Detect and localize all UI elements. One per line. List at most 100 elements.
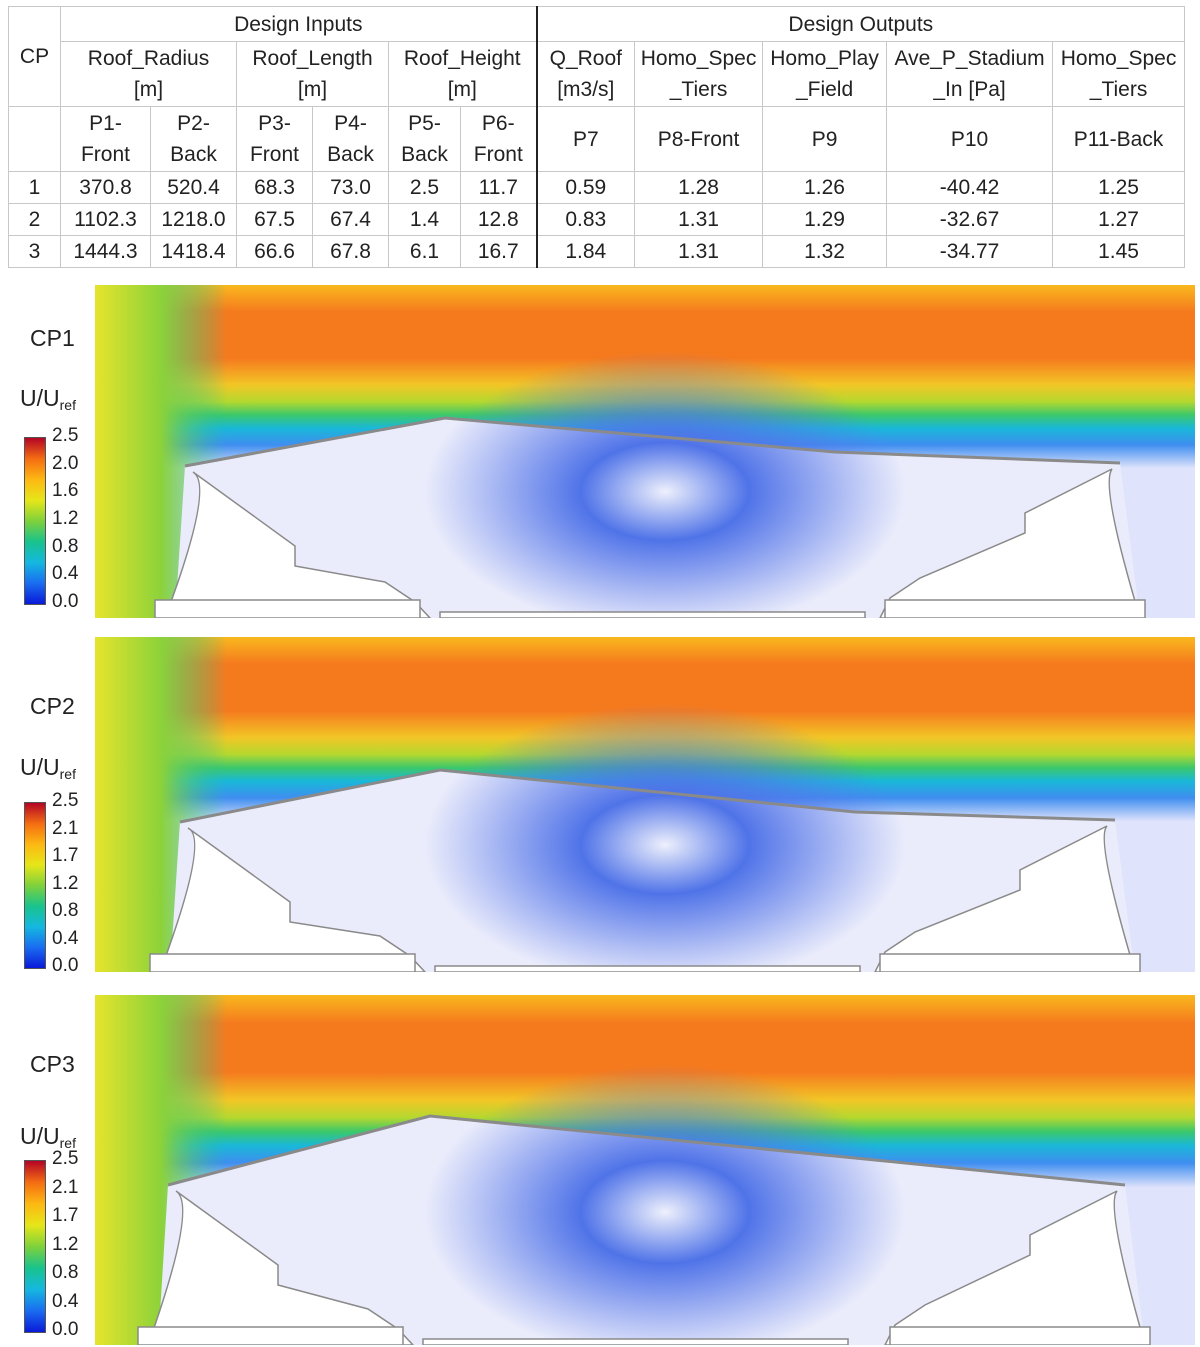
colorbar-tick-label: 1.7 [52,845,79,866]
playing-field [422,1338,849,1345]
roof-profile [167,1114,1126,1187]
param-id-line: Back [170,143,217,166]
colorbar [24,437,46,605]
value-cell: -40.42 [886,171,1054,204]
blank-cell [8,106,61,172]
front-stand [147,1190,415,1345]
colorbar [24,1160,46,1333]
value-cell: 12.8 [459,203,538,236]
param-id-line: Back [401,143,448,166]
param-id-header: P6- Front [459,106,538,172]
param-name-line: Q_Roof [549,47,622,70]
param-name-header: Homo_Spec _Tiers [1052,41,1186,107]
cfd-panel-1: CP1 U/Uref 2.5 2.0 1.6 1.2 0.8 0.4 0.0 [0,285,1200,618]
group-outputs-header: Design Outputs [535,6,1186,42]
colorbar-tick-label: 1.2 [52,508,79,529]
table-row: 2 1102.3 1218.0 67.5 67.4 1.4 12.8 0.83 1.31 1.29… [8,203,1186,236]
param-id-header: P10 [886,106,1054,172]
unit-main: U/U [20,1123,60,1149]
value-cell: 6.1 [388,235,461,268]
param-id-line: P1- [89,112,122,135]
param-name-line: [m] [447,78,477,101]
value-cell: 1.45 [1052,235,1186,268]
front-base [154,599,421,618]
param-name-line: Roof_Radius [87,47,210,70]
value-cell: 68.3 [236,171,313,204]
panel-title: CP2 [30,693,75,719]
param-name-header: Homo_Spec _Tiers [634,41,764,107]
param-id-line: P3- [258,112,291,135]
param-name-header: Roof_Height [m] [387,41,538,107]
velocity-field [95,285,1195,618]
value-cell: 520.4 [150,171,237,204]
value-cell: 370.8 [60,171,151,204]
param-name-line: Homo_Play [770,47,879,70]
unit-subscript: ref [59,1135,76,1151]
colorbar-tick-label: 0.8 [52,535,79,557]
colorbar-tick-label: 0.8 [52,1262,79,1283]
value-cell: 1.84 [535,235,636,268]
colorbar-tick-label: 0.4 [52,563,79,585]
param-id-header: P7 [535,106,636,172]
param-id-line: P7 [572,127,599,151]
value-cell: 67.4 [312,203,389,236]
param-id-line: Front [473,143,523,166]
value-cell: 1.31 [634,235,764,268]
param-name-header: Roof_Length [m] [236,41,389,107]
colorbar-tick-label: 2.0 [52,452,79,474]
param-name-header: Homo_Play _Field [762,41,888,107]
param-name-line: [m] [133,78,164,101]
value-cell: 1.27 [1052,203,1186,236]
value-cell: 66.6 [236,235,313,268]
param-id-line: P5- [408,112,441,135]
param-name-header: Roof_Radius [m] [60,41,237,107]
param-id-line: P4- [334,112,367,135]
value-cell: 1.26 [762,171,888,204]
value-cell: 1.31 [634,203,764,236]
colorbar-tick-label: 0.0 [52,591,79,612]
param-name-line: Roof_Height [403,47,521,70]
roof-profile [184,416,1121,468]
param-name-line: [m3/s] [557,78,615,101]
param-id-line: P8-Front [657,127,740,151]
param-id-header: P5- Back [388,106,461,172]
unit-subscript: ref [59,766,76,782]
recirculation-zone [425,704,905,972]
value-cell: 11.7 [459,171,538,204]
param-name-line: _In [Pa] [933,78,1006,101]
playing-field [434,965,861,972]
param-name-line: _Tiers [669,78,728,101]
colorbar-unit-label: U/Uref [20,754,76,782]
param-id-header: P4- Back [312,106,389,172]
value-cell: 2.5 [388,171,461,204]
playing-field [439,611,866,618]
colorbar-tick-label: 1.6 [52,480,79,502]
colorbar-tick-label: 0.0 [52,1319,79,1340]
colorbar-unit-label: U/Uref [20,385,76,413]
value-cell: 67.8 [312,235,389,268]
param-id-line: Back [327,143,374,166]
front-base [149,953,416,972]
colorbar-unit-label: U/Uref [20,1123,76,1151]
velocity-field [95,995,1195,1345]
colorbar-tick-label: 1.7 [52,1205,79,1226]
front-base [137,1326,404,1345]
front-stand [164,471,432,618]
param-id-line: P9 [811,127,838,151]
cp-index-cell: 1 [8,171,61,204]
param-id-header: P11-Back [1052,106,1186,172]
param-id-header: P2- Back [150,106,237,172]
param-id-line: Front [249,143,299,166]
colorbar [24,802,46,969]
unit-subscript: ref [59,397,76,413]
value-cell: 1418.4 [150,235,237,268]
param-name-line: Homo_Spec [640,47,757,70]
cp-index-cell: 2 [8,203,61,236]
front-stand [159,827,427,972]
param-name-line: _Field [795,78,854,101]
cp-index-cell: 3 [8,235,61,268]
value-cell: 73.0 [312,171,389,204]
colorbar-tick-label: 2.5 [52,425,79,446]
colorbar-tick-label: 0.4 [52,927,79,949]
value-cell: 1218.0 [150,203,237,236]
